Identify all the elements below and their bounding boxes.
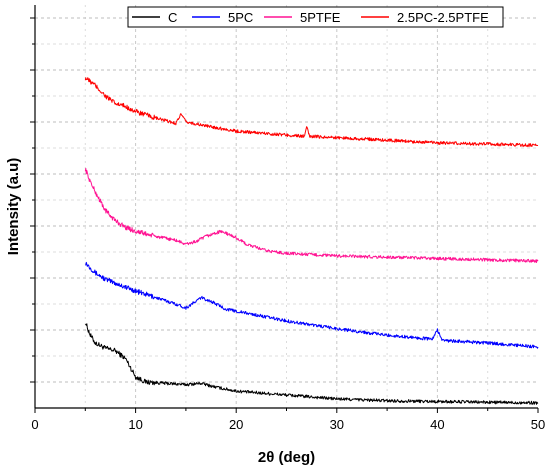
legend-label-5PTFE: 5PTFE xyxy=(300,10,341,25)
series-line-5PTFE xyxy=(84,167,539,264)
legend-label-5PC: 5PC xyxy=(228,10,253,25)
legend: C 5PC 5PTFE 2.5PC-2.5PTFE xyxy=(127,6,504,28)
axes: 0 10 20 30 40 50 xyxy=(30,5,545,432)
grid-lines xyxy=(35,5,538,408)
y-axis-label: Intensity (a.u) xyxy=(5,158,22,256)
series-line-2.5PC-2.5PTFE xyxy=(84,77,539,148)
legend-label-2.5PC-2.5PTFE: 2.5PC-2.5PTFE xyxy=(397,10,489,25)
x-tick-label: 30 xyxy=(330,417,344,432)
x-tick-label: 0 xyxy=(31,417,38,432)
data-series xyxy=(84,77,539,405)
series-line-C xyxy=(85,323,539,405)
x-tick-label: 20 xyxy=(229,417,243,432)
x-axis-label: 2θ (deg) xyxy=(258,449,315,466)
x-tick-label: 10 xyxy=(128,417,142,432)
legend-label-C: C xyxy=(168,10,177,25)
series-line-5PC xyxy=(85,261,539,349)
x-tick-label: 40 xyxy=(430,417,444,432)
x-tick-label: 50 xyxy=(531,417,545,432)
legend-box xyxy=(127,6,504,28)
